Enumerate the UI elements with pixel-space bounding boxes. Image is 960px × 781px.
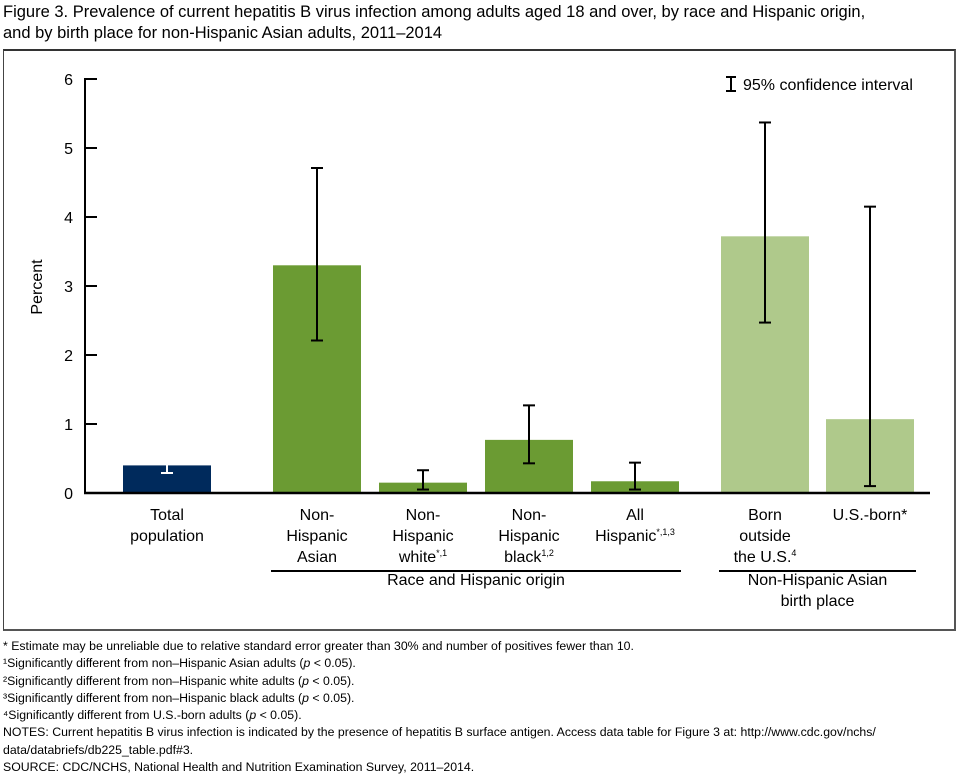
category-label: All Hispanic*,1,3 <box>595 507 675 545</box>
footnote-unreliable: * Estimate may be unreliable due to rela… <box>3 639 634 653</box>
bar-chart: 0 1 2 3 4 5 6 Percent Total population Non-Hispani… <box>29 72 930 610</box>
figure-title-line: Figure 3. Prevalence of current hepatiti… <box>3 3 866 21</box>
y-tick-label: 4 <box>64 210 73 227</box>
footnote-4: ⁴Significantly different from U.S.-born … <box>3 708 302 723</box>
category-label: Non-Hispanic white*,1 <box>392 507 453 566</box>
y-tick-label: 3 <box>64 279 73 296</box>
y-tick-label: 5 <box>64 141 73 158</box>
y-tick-label: 2 <box>64 348 73 365</box>
legend-label: 95% confidence interval <box>743 77 913 94</box>
source: SOURCE: CDC/NCHS, National Health and Nu… <box>3 760 475 775</box>
y-tick-label: 6 <box>64 72 73 89</box>
footnote-2: ²Significantly different from non–Hispan… <box>3 673 355 688</box>
category-label: Non-Hispanic black1,2 <box>498 507 559 566</box>
group-label: Race and Hispanic origin <box>387 572 565 589</box>
notes-line-1: NOTES: Current hepatitis B virus infecti… <box>3 725 876 740</box>
footnotes: * Estimate may be unreliable due to rela… <box>3 638 958 776</box>
group-label: Non-Hispanic Asian birth place <box>748 572 888 610</box>
category-label: Non-Hispanic Asian <box>286 507 347 566</box>
chart-frame <box>3 49 956 631</box>
figure-title-line: and by birth place for non-Hispanic Asia… <box>3 24 443 42</box>
category-label: U.S.-born* <box>833 507 908 524</box>
footnote-3: ³Significantly different from non–Hispan… <box>3 690 355 705</box>
category-label: Born outside the U.S.4 <box>734 507 797 566</box>
y-tick-label: 1 <box>64 417 73 434</box>
y-tick-label: 0 <box>64 486 73 503</box>
y-axis-label: Percent <box>29 259 46 315</box>
figure-title: Figure 3. Prevalence of current hepatiti… <box>3 2 953 44</box>
category-label: Total population <box>130 507 204 545</box>
notes-line-2: data/databriefs/db225_table.pdf#3. <box>3 742 194 757</box>
footnote-1: ¹Significantly different from non–Hispan… <box>3 656 356 671</box>
